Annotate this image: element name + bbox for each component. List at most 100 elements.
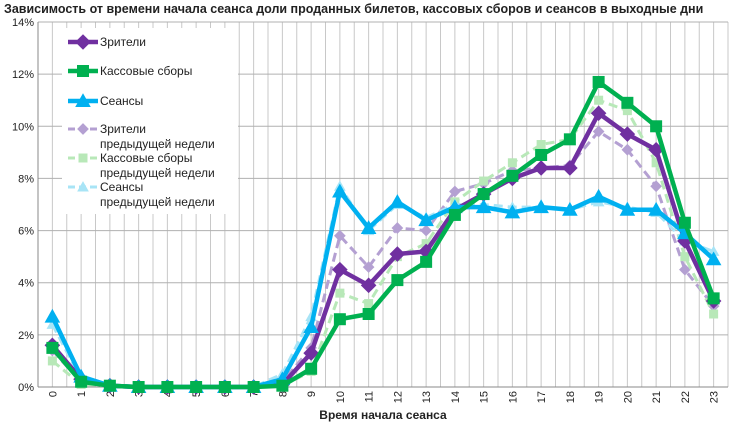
data-point [506, 169, 519, 182]
legend-marker [78, 153, 88, 163]
data-point [46, 341, 59, 354]
data-point [190, 381, 203, 393]
y-tick-label: 14% [12, 17, 34, 29]
data-point [650, 120, 663, 133]
data-point [536, 140, 546, 150]
legend-label: Зрители [100, 122, 146, 136]
data-point [562, 201, 578, 216]
data-point [563, 133, 576, 146]
y-tick-label: 2% [18, 330, 34, 342]
data-point [448, 208, 461, 221]
data-point [362, 261, 375, 273]
data-point [360, 277, 377, 294]
data-point [504, 204, 521, 219]
x-tick-label: 4 [162, 391, 174, 397]
x-tick-label: 16 [507, 391, 519, 403]
legend-marker [77, 181, 89, 192]
data-point [391, 222, 404, 234]
data-point [44, 308, 61, 323]
y-tick-label: 10% [12, 121, 34, 133]
data-point [651, 158, 661, 168]
x-tick-label: 6 [220, 391, 232, 397]
data-point [680, 252, 690, 262]
x-tick-label: 9 [306, 391, 318, 397]
x-tick-label: 0 [47, 391, 59, 397]
legend-marker [77, 65, 89, 77]
legend-label: Сеансы [100, 94, 143, 108]
x-tick-label: 10 [335, 391, 347, 403]
data-point [420, 224, 432, 237]
data-point [305, 362, 318, 375]
x-tick-label: 14 [450, 391, 462, 403]
legend-label: предыдущей недели [100, 137, 215, 151]
data-point [622, 106, 632, 116]
x-tick-label: 15 [479, 391, 491, 403]
data-point [677, 233, 693, 249]
data-point [648, 201, 664, 216]
data-point [303, 319, 319, 334]
series-1 [46, 75, 720, 393]
data-point [475, 199, 492, 214]
data-point [592, 125, 605, 138]
data-point [335, 288, 345, 298]
data-point [421, 239, 431, 249]
data-point [679, 263, 691, 276]
data-point [619, 126, 636, 142]
data-point [276, 379, 289, 392]
x-tick-label: 2 [105, 391, 117, 397]
data-point [507, 158, 517, 168]
legend-label: Зрители [100, 35, 146, 49]
legend-label: Кассовые сборы [100, 151, 192, 165]
y-tick-label: 8% [18, 173, 34, 185]
legend-marker [75, 34, 91, 50]
data-point [418, 243, 434, 260]
legend-label: предыдущей недели [100, 166, 215, 180]
x-tick-label: 5 [191, 391, 203, 397]
data-point [678, 216, 691, 229]
data-point [389, 246, 406, 262]
data-point [533, 160, 549, 176]
data-point [590, 105, 607, 122]
data-point [420, 255, 433, 268]
x-tick-label: 17 [536, 391, 548, 403]
data-point [332, 183, 348, 198]
x-tick-label: 21 [651, 391, 663, 403]
x-axis-label: Время начала сеанса [319, 408, 447, 422]
x-tick-label: 22 [680, 391, 692, 403]
data-point [247, 381, 260, 393]
x-tick-label: 8 [277, 391, 289, 397]
x-tick-label: 3 [134, 391, 146, 397]
y-tick-label: 4% [18, 278, 34, 290]
data-point [621, 143, 634, 156]
data-point [391, 274, 404, 287]
data-point [161, 381, 174, 393]
chart-title: Зависимость от времени начала сеанса дол… [4, 2, 704, 16]
data-point [75, 375, 88, 388]
x-tick-label: 20 [622, 391, 634, 403]
legend-label: предыдущей недели [100, 195, 215, 209]
data-point [389, 194, 406, 208]
data-point [449, 185, 461, 198]
data-point [103, 379, 116, 392]
data-point [619, 201, 636, 216]
data-point [707, 292, 720, 305]
x-tick-label: 23 [709, 391, 721, 403]
data-point [562, 160, 578, 176]
data-point [709, 309, 719, 319]
data-point [303, 345, 319, 361]
y-tick-label: 6% [18, 226, 34, 238]
data-point [332, 261, 348, 278]
data-point [218, 381, 231, 393]
data-point [479, 176, 489, 186]
data-point [333, 313, 346, 326]
x-tick-label: 12 [392, 391, 404, 403]
y-tick-label: 0% [18, 382, 34, 394]
data-point [650, 180, 662, 193]
data-point [592, 75, 605, 88]
legend-label: Кассовые сборы [100, 64, 192, 78]
data-point [707, 245, 720, 256]
data-point [477, 188, 490, 201]
data-point [132, 381, 145, 393]
